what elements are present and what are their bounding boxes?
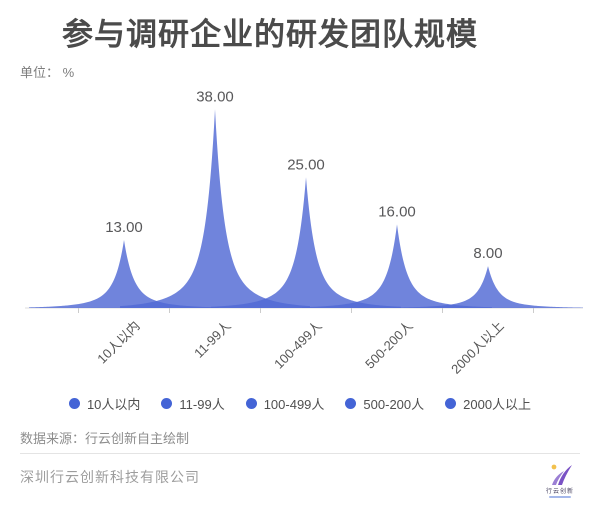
footer-divider <box>20 453 580 454</box>
legend-label: 11-99人 <box>179 397 225 412</box>
legend-dot-icon <box>345 398 357 409</box>
legend-label: 500-200人 <box>363 397 425 412</box>
legend-item: 100-499人 <box>245 394 325 413</box>
page-title: 参与调研企业的研发团队规模 <box>62 17 478 52</box>
x-axis-label: 100-499人 <box>271 318 325 372</box>
peaks-chart: 13.00 38.00 25.00 16.00 8.00 <box>25 88 583 313</box>
legend-dot-icon <box>68 398 80 409</box>
legend-item: 500-200人 <box>345 394 424 413</box>
svg-text:25.00: 25.00 <box>287 156 325 173</box>
legend-item: 11-99人 <box>161 394 225 413</box>
legend-label: 100-499人 <box>263 397 325 412</box>
legend-dot-icon <box>161 398 173 409</box>
svg-text:38.00: 38.00 <box>196 88 234 105</box>
x-axis-label: 500-200人 <box>362 318 416 372</box>
brand-logo: 行云创新 <box>540 463 580 498</box>
legend-item: 10人以内 <box>68 394 141 413</box>
x-axis-label: 2000人以上 <box>448 318 507 377</box>
legend: 10人以内 11-99人 100-499人 500-200人 2000人以上 <box>0 394 600 413</box>
x-axis-label: 11-99人 <box>191 318 234 361</box>
unit-label: 单位： % <box>20 65 75 80</box>
legend-label: 10人以内 <box>86 397 141 412</box>
brand-logo-name: 行云创新 <box>545 489 574 495</box>
legend-dot-icon <box>245 398 257 409</box>
data-source-note: 数据来源：行云创新自主绘制 <box>20 431 190 446</box>
legend-dot-icon <box>445 398 457 409</box>
x-axis-label: 10人以内 <box>94 318 143 367</box>
svg-text:16.00: 16.00 <box>378 203 416 220</box>
legend-item: 2000人以上 <box>445 394 531 413</box>
x-axis-labels: 10人以内 11-99人 100-499人 500-200人 2000人以上 <box>0 310 600 382</box>
svg-text:8.00: 8.00 <box>473 245 502 262</box>
brand-logo-subline <box>549 496 571 498</box>
legend-label: 2000人以上 <box>463 397 532 412</box>
company-name: 深圳行云创新科技有限公司 <box>20 469 200 485</box>
svg-text:13.00: 13.00 <box>105 219 143 236</box>
brand-logo-icon <box>551 464 572 485</box>
